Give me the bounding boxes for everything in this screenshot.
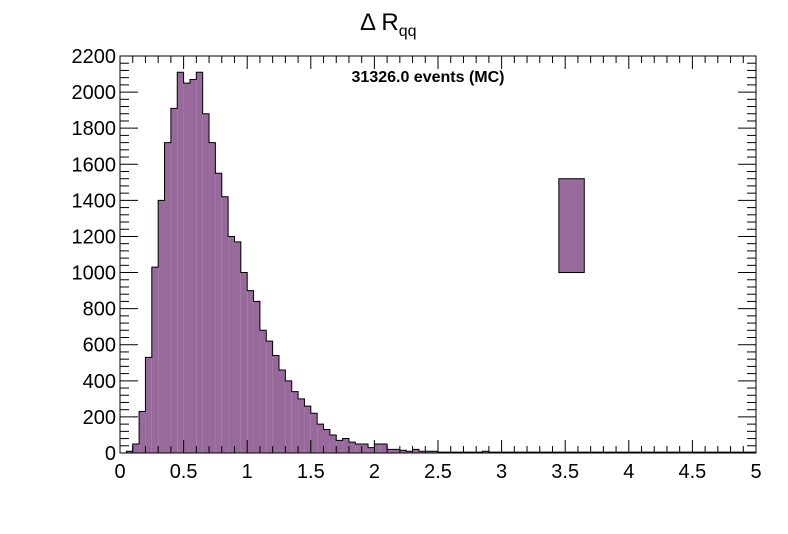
histogram-bar [348,442,356,453]
histogram-bar [304,406,311,453]
x-tick-label: 3 [496,461,507,483]
histogram-bar [380,443,388,453]
histogram-bar [240,272,248,453]
y-tick-label: 2200 [72,46,117,68]
x-tick-label: 4.5 [678,461,706,483]
histogram-bar [158,200,165,453]
x-tick-label: 1.5 [297,461,325,483]
y-tick-label: 400 [83,371,116,393]
histogram-outline [125,71,757,453]
histogram-bar [196,72,203,454]
histogram-bar [259,330,267,453]
histogram-bar [412,449,419,453]
y-axis: 0 200 400 600 800 1000 1200 1400 1600 1800 2000 220… [72,46,756,465]
histogram-bar [247,290,254,453]
histogram-bar [482,451,489,453]
x-tick-label: 4 [623,461,634,483]
chart-title-main: Δ R [360,9,399,36]
histogram-bar [374,443,381,453]
legend-box-group [558,178,585,274]
y-tick-label: 1600 [72,154,117,176]
histogram-bar [368,447,375,453]
histogram-bar [170,108,178,453]
histogram-bar [329,434,337,453]
histogram-bar [139,411,146,453]
histogram-bars [125,71,757,454]
histogram-bar [361,443,369,453]
x-tick-label: 2.5 [424,461,452,483]
histogram-bar [317,424,324,453]
histogram-bar [202,113,210,453]
histogram-bar [355,443,362,453]
x-axis: 0 0.5 1 1.5 2 2.5 3 3.5 4 4.5 5 [114,56,762,483]
y-tick-label: 1000 [72,263,117,285]
y-tick-label: 1800 [72,118,117,140]
x-tick-label: 2 [369,461,380,483]
histogram-bar [164,142,171,453]
histogram-bar [310,413,318,453]
histogram-bar [425,451,432,453]
histogram-bar [132,443,140,453]
histogram-bar [221,196,229,453]
x-tick-label: 0 [114,461,125,483]
histogram-bar [234,241,241,453]
histogram-bar [285,380,292,453]
histogram-bar [323,429,330,453]
chart-title: Δ Rqq [360,9,417,40]
histogram-bar [399,450,407,453]
histogram-bar [228,236,235,453]
y-tick-label: 200 [83,407,116,429]
legend-swatch [558,178,585,274]
x-tick-label: 5 [750,461,761,483]
histogram-bar [145,357,152,453]
y-tick-label: 800 [83,299,116,321]
histogram-bar [177,72,184,454]
histogram-bar [272,355,279,453]
histogram-bar [336,440,343,453]
histogram-bar [183,83,190,453]
x-tick-label: 3.5 [551,461,579,483]
histogram-bar [298,398,305,453]
histogram-bar [253,301,260,453]
histogram-bar [291,391,299,453]
histogram-bar [209,142,216,453]
y-tick-label: 1400 [72,190,117,212]
histogram-bar [189,79,197,454]
y-tick-label: 1200 [72,226,117,248]
histogram-bar [215,173,222,454]
histogram-bar [387,449,394,453]
histogram-bar [406,451,413,453]
histogram-bar [393,449,400,453]
histogram-bar [151,267,159,453]
y-tick-label: 2000 [72,82,117,104]
x-tick-label: 1 [242,461,253,483]
histogram-bar [126,451,133,453]
histogram-bar [342,438,349,453]
histogram-bar [431,451,438,453]
y-tick-label: 600 [83,335,116,357]
histogram-bar [279,369,286,453]
chart-title-subscript: qq [399,23,417,40]
histogram-bar [266,341,273,453]
y-tick-label: 0 [105,443,116,465]
histogram-bar [418,451,426,453]
events-annotation: 31326.0 events (MC) [352,69,505,86]
x-tick-label: 0.5 [170,461,198,483]
